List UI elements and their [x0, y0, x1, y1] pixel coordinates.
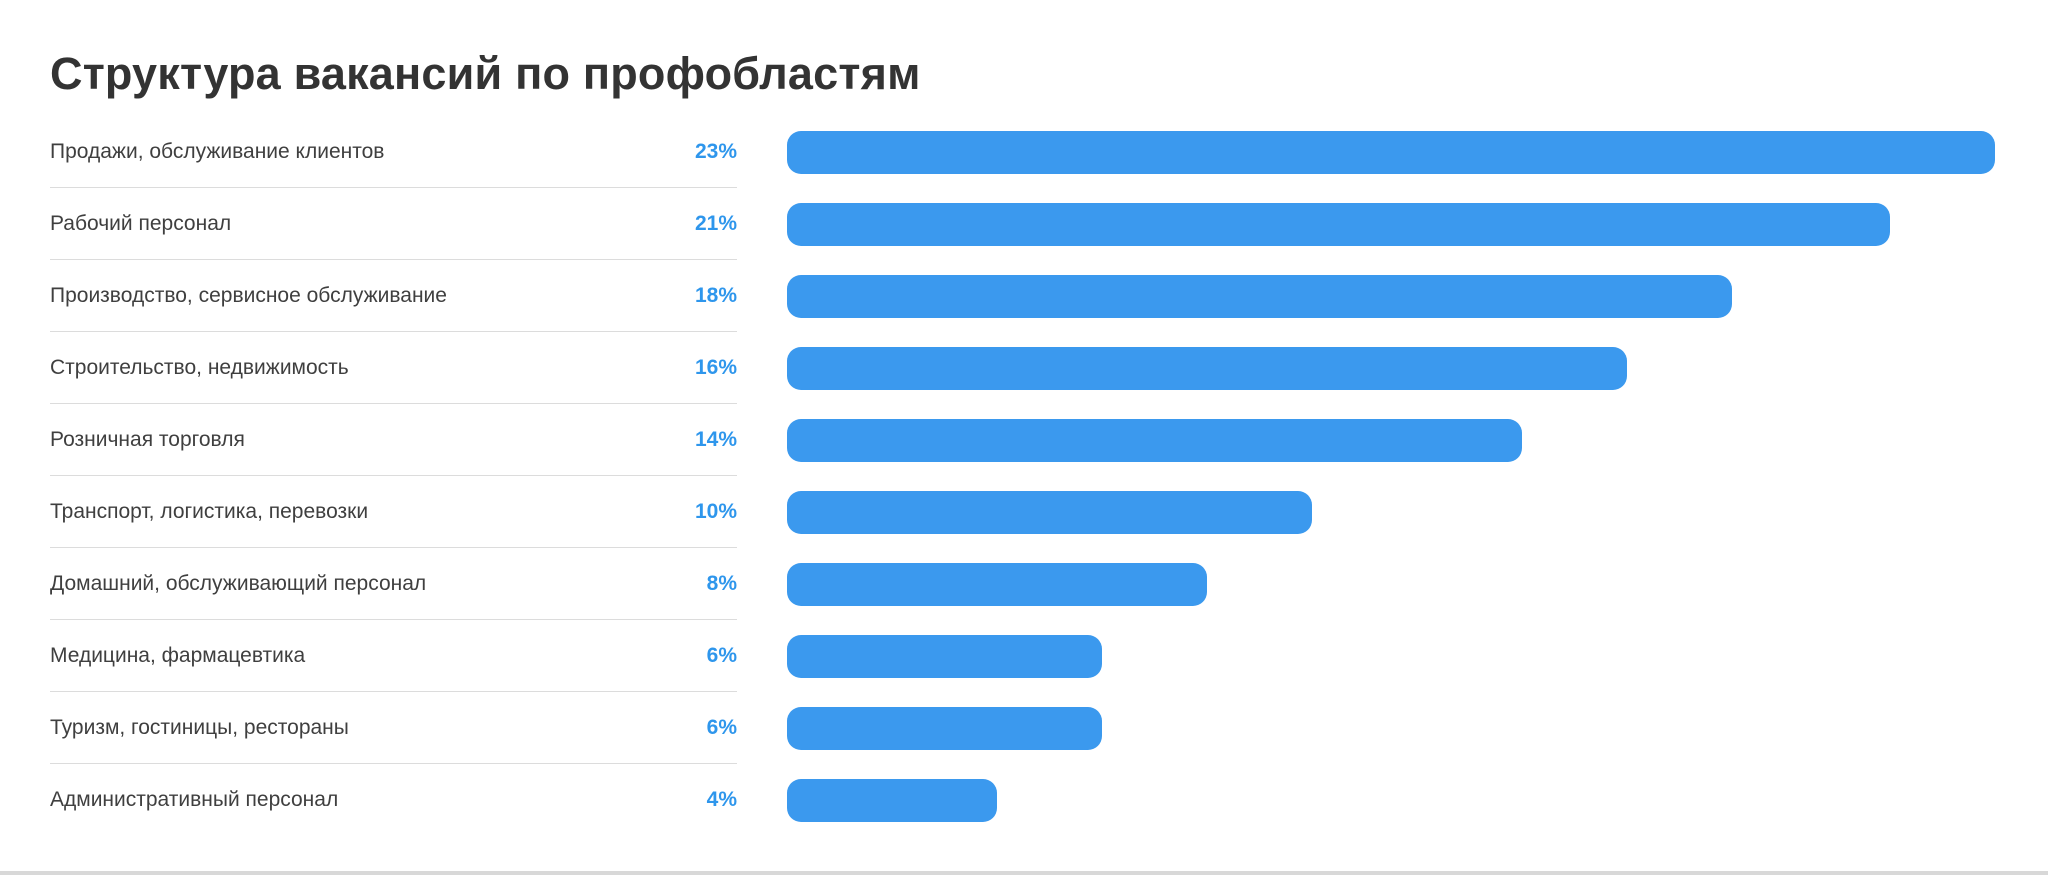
bar: [787, 490, 1313, 534]
chart-row: Розничная торговля 14%: [50, 404, 1998, 476]
category-label: Продажи, обслуживание клиентов: [50, 139, 385, 163]
category-label: Строительство, недвижимость: [50, 355, 349, 379]
category-label: Туризм, гостиницы, рестораны: [50, 715, 349, 739]
bar-track: [787, 260, 1995, 332]
chart-row: Административный персонал 4%: [50, 764, 1998, 836]
percent-value: 4%: [706, 788, 737, 811]
category-label: Производство, сервисное обслуживание: [50, 283, 447, 307]
row-label-area: Строительство, недвижимость 16%: [50, 332, 737, 404]
bar-track: [787, 404, 1995, 476]
percent-value: 14%: [694, 427, 737, 451]
chart-row: Рабочий персонал 21%: [50, 188, 1998, 260]
bar: [787, 562, 1208, 606]
chart-row: Домашний, обслуживающий персонал 8%: [50, 548, 1998, 620]
bar-track: [787, 332, 1995, 404]
category-label: Домашний, обслуживающий персонал: [50, 571, 427, 595]
chart-row: Производство, сервисное обслуживание 18%: [50, 260, 1998, 332]
chart-row: Медицина, фармацевтика 6%: [50, 620, 1998, 692]
row-label-area: Рабочий персонал 21%: [50, 188, 737, 260]
row-label-area: Туризм, гостиницы, рестораны 6%: [50, 692, 737, 764]
chart-row: Транспорт, логистика, перевозки 10%: [50, 476, 1998, 548]
bar-track: [787, 188, 1995, 260]
percent-value: 6%: [706, 715, 737, 739]
bar-track: [787, 116, 1995, 188]
percent-value: 16%: [694, 355, 737, 379]
row-label-area: Розничная торговля 14%: [50, 404, 737, 476]
percent-value: 6%: [706, 643, 737, 667]
row-label-area: Производство, сервисное обслуживание 18%: [50, 260, 737, 332]
bottom-edge-strip: [0, 871, 2048, 875]
row-label-area: Продажи, обслуживание клиентов 23%: [50, 116, 737, 188]
bar-track: [787, 692, 1995, 764]
bar: [787, 130, 1995, 174]
category-label: Медицина, фармацевтика: [50, 643, 306, 667]
percent-value: 21%: [694, 211, 737, 235]
bar: [787, 634, 1103, 678]
bar: [787, 274, 1733, 318]
percent-value: 10%: [694, 499, 737, 523]
percent-value: 23%: [694, 139, 737, 163]
category-label: Административный персонал: [50, 788, 339, 811]
category-label: Розничная торговля: [50, 427, 245, 451]
bar-track: [787, 764, 1995, 836]
chart-row: Строительство, недвижимость 16%: [50, 332, 1998, 404]
category-label: Рабочий персонал: [50, 211, 232, 235]
row-label-area: Административный персонал 4%: [50, 764, 737, 836]
bar: [787, 346, 1628, 390]
bar: [787, 202, 1890, 246]
category-label: Транспорт, логистика, перевозки: [50, 499, 369, 523]
bar-track: [787, 620, 1995, 692]
row-label-area: Медицина, фармацевтика 6%: [50, 620, 737, 692]
bar: [787, 706, 1103, 750]
bar-chart: Продажи, обслуживание клиентов 23% Рабочий…: [50, 116, 1998, 836]
chart-title: Структура вакансий по профобластям: [50, 48, 921, 99]
percent-value: 18%: [694, 283, 737, 307]
bar-track: [787, 548, 1995, 620]
row-label-area: Транспорт, логистика, перевозки 10%: [50, 476, 737, 548]
bar-track: [787, 476, 1995, 548]
bar: [787, 778, 998, 822]
row-label-area: Домашний, обслуживающий персонал 8%: [50, 548, 737, 620]
chart-row: Туризм, гостиницы, рестораны 6%: [50, 692, 1998, 764]
chart-row: Продажи, обслуживание клиентов 23%: [50, 116, 1998, 188]
percent-value: 8%: [706, 571, 737, 595]
bar: [787, 418, 1523, 462]
